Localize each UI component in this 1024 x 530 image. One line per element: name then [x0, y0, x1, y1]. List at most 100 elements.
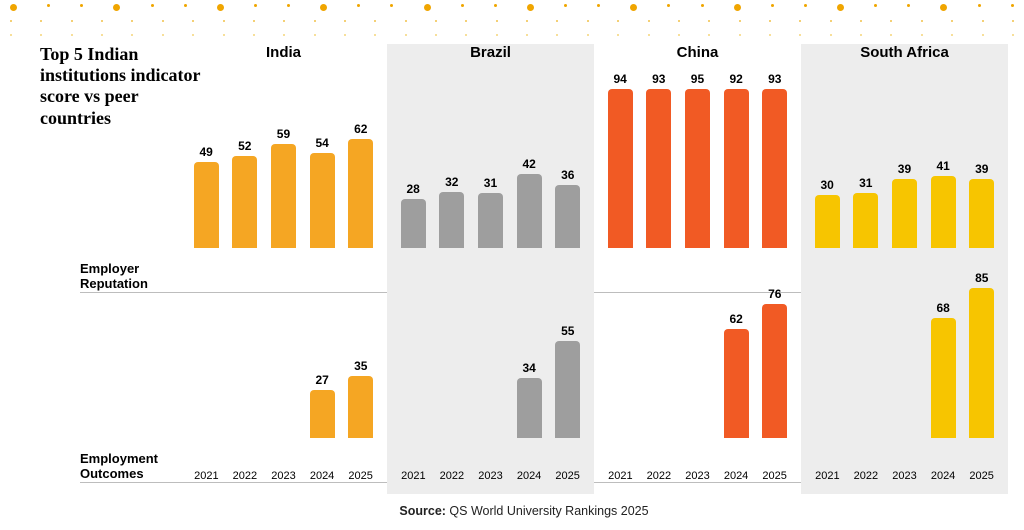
bars-employer-reputation: 49 5259 54 62 — [180, 72, 387, 248]
bar-slot — [271, 262, 296, 438]
decorative-dot — [771, 4, 774, 7]
bar-value-label: 32 — [445, 175, 458, 189]
bar-slot: 31 — [478, 72, 503, 248]
source-text: QS World University Rankings 2025 — [449, 504, 648, 518]
bar-value-label: 93 — [652, 72, 665, 86]
bar-slot — [194, 262, 219, 438]
bar-rect — [478, 193, 503, 248]
decorative-dot — [799, 20, 801, 22]
decorative-dot — [151, 4, 154, 7]
decorative-dot — [526, 20, 528, 22]
bar-rect — [724, 89, 749, 248]
year-tick-label: 2025 — [348, 470, 372, 482]
decorative-dot — [496, 20, 498, 22]
bar-slot — [439, 262, 464, 438]
bar-slot — [401, 262, 426, 438]
bars-employment-outcomes: 62 76 — [594, 262, 801, 438]
source-line: Source: QS World University Rankings 202… — [40, 504, 1008, 518]
decorative-dot — [496, 34, 498, 36]
bar-slot: 41 — [931, 72, 956, 248]
year-tick-label: 2022 — [854, 470, 878, 482]
decorative-dot — [830, 20, 832, 22]
decorative-dot — [47, 4, 50, 7]
year-axis: 20212022202320242025 — [180, 470, 387, 482]
decorative-dot — [678, 34, 680, 36]
bar-slot: 31 — [853, 72, 878, 248]
country-name: China — [594, 44, 801, 61]
bars-employment-outcomes: 34 55 — [387, 262, 594, 438]
bars-employment-outcomes: 6885 — [801, 262, 1008, 438]
bar-slot: 39 — [969, 72, 994, 248]
bar-value-label: 27 — [315, 373, 328, 387]
bar-value-label: 93 — [768, 72, 781, 86]
year-tick-label: 2023 — [271, 470, 295, 482]
decorative-dot — [890, 34, 892, 36]
bar-rect — [762, 89, 787, 248]
decorative-dot — [424, 4, 431, 11]
decorative-dot — [192, 20, 194, 22]
bar-slot: 59 — [271, 72, 296, 248]
bar-value-label: 54 — [315, 136, 328, 150]
bar-value-label: 68 — [936, 301, 949, 315]
bar-slot: 52 — [232, 72, 257, 248]
decorative-dot — [390, 4, 393, 7]
decorative-dot — [739, 20, 741, 22]
decorative-dot — [344, 20, 346, 22]
bar-slot: 42 — [517, 72, 542, 248]
bar-slot — [478, 262, 503, 438]
bar-rect — [232, 156, 257, 248]
decorative-dot — [1012, 34, 1014, 36]
decorative-dot — [494, 4, 497, 7]
year-tick-label: 2021 — [608, 470, 632, 482]
bar-rect — [685, 89, 710, 248]
bar-value-label: 62 — [354, 122, 367, 136]
decorative-dot — [587, 20, 589, 22]
decorative-dot — [113, 4, 120, 11]
decorative-dot — [101, 20, 103, 22]
bar-rect — [194, 162, 219, 248]
year-tick-label: 2022 — [233, 470, 257, 482]
bar-slot: 76 — [762, 262, 787, 438]
country-panel-china: China9493959293627620212022202320242025 — [594, 44, 801, 494]
bar-value-label: 34 — [522, 361, 535, 375]
bar-slot: 35 — [348, 262, 373, 438]
decorative-dot — [131, 20, 133, 22]
bar-rect — [310, 153, 335, 248]
bar-rect — [931, 318, 956, 438]
country-panel-brazil: Brazil2832314236345520212022202320242025 — [387, 44, 594, 494]
bar-value-label: 28 — [406, 182, 419, 196]
decorative-dot — [320, 4, 327, 11]
bar-value-label: 76 — [768, 287, 781, 301]
decorative-dot — [80, 4, 83, 7]
decorative-dot — [526, 34, 528, 36]
bar-slot: 62 — [724, 262, 749, 438]
year-axis: 20212022202320242025 — [801, 470, 1008, 482]
decorative-dot — [131, 34, 133, 36]
bar-slot: 92 — [724, 72, 749, 248]
bar-slot: 54 — [310, 72, 335, 248]
decorative-dot — [982, 34, 984, 36]
decorative-dot — [71, 20, 73, 22]
year-tick-label: 2022 — [647, 470, 671, 482]
year-tick-label: 2023 — [892, 470, 916, 482]
bar-rect — [517, 378, 542, 438]
decorative-dot — [435, 20, 437, 22]
bar-rect — [815, 195, 840, 248]
year-tick-label: 2023 — [478, 470, 502, 482]
bar-slot: 55 — [555, 262, 580, 438]
bar-slot — [232, 262, 257, 438]
bar-rect — [892, 179, 917, 248]
bar-value-label: 35 — [354, 359, 367, 373]
decorative-dot — [678, 20, 680, 22]
decorative-dot — [435, 34, 437, 36]
bar-slot — [892, 262, 917, 438]
bar-rect — [348, 139, 373, 248]
country-name: South Africa — [801, 44, 1008, 61]
decorative-dot — [708, 20, 710, 22]
decorative-dot — [283, 20, 285, 22]
bar-slot — [646, 262, 671, 438]
bar-value-label: 41 — [936, 159, 949, 173]
bar-slot: 34 — [517, 262, 542, 438]
decorative-dot — [951, 34, 953, 36]
bar-value-label: 49 — [199, 145, 212, 159]
